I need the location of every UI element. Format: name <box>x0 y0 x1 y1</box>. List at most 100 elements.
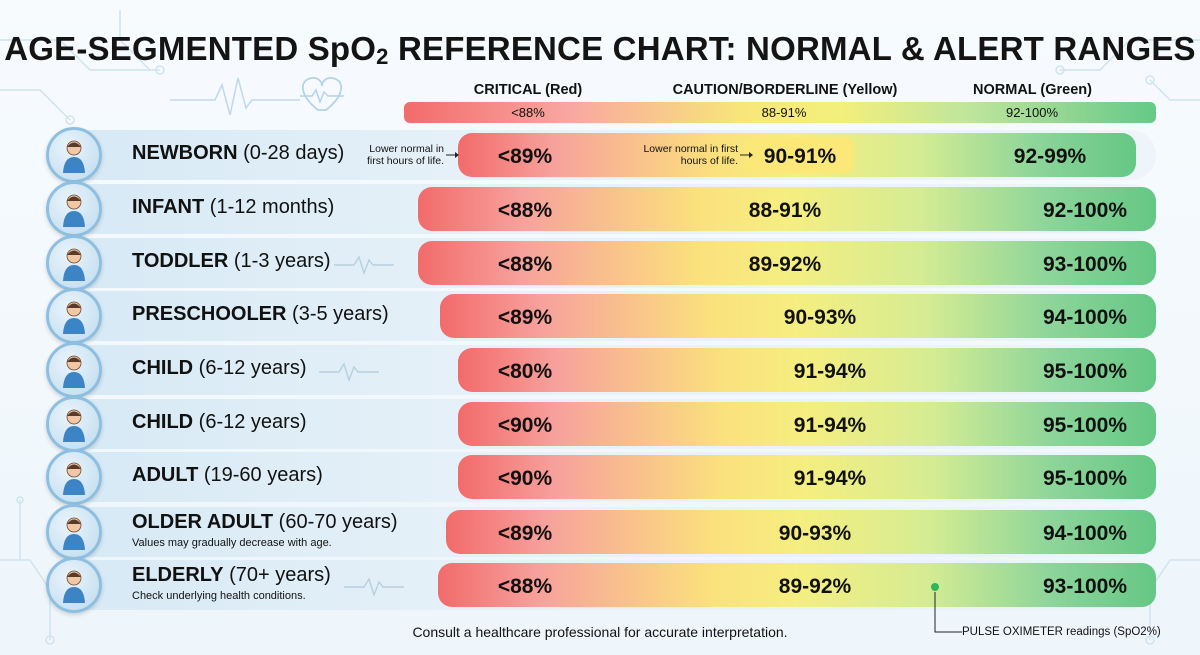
normal-value: 93-100% <box>1042 253 1128 276</box>
spo2-range-bar <box>458 348 1156 392</box>
age-group-note: Values may gradually decrease with age. <box>132 537 332 549</box>
age-group-label: ADULT (19-60 years) <box>132 464 323 487</box>
callout-arrow-icon <box>446 152 459 158</box>
toddler-walking-icon <box>46 235 102 291</box>
legend-normal-label: NORMAL (Green) <box>973 82 1092 98</box>
age-group-label: TODDLER (1-3 years) <box>132 250 331 273</box>
age-group-label: CHILD (6-12 years) <box>132 357 306 380</box>
page-title: AGE-SEGMENTED SpO2 REFERENCE CHART: NORM… <box>4 30 1196 69</box>
caution-value: 91-94% <box>793 467 867 490</box>
ekg-line-icon <box>344 577 404 598</box>
legend-critical-range: <88% <box>511 105 545 120</box>
age-group-name: ELDERLY <box>132 564 224 586</box>
caution-value: 89-92% <box>778 575 852 598</box>
age-row: OLDER ADULT (60-70 years) Values may grad… <box>46 504 1156 560</box>
callout-arrow-icon <box>740 152 753 158</box>
legend-normal-range: 92-100% <box>1005 105 1059 120</box>
critical-value: <88% <box>497 575 553 598</box>
newborn-critical-callout: Lower normal in first hours of life. <box>366 143 444 167</box>
ekg-line-icon <box>334 255 394 276</box>
age-row: ADULT (19-60 years) <90% 91-94% 95-100% <box>46 449 1156 505</box>
age-group-range: (3-5 years) <box>292 303 389 325</box>
age-row: NEWBORN (0-28 days) <89% 90-91% 92-99% <box>46 127 1156 183</box>
age-group-name: INFANT <box>132 196 205 218</box>
age-group-range: (1-12 months) <box>209 196 335 218</box>
spo2-range-bar <box>440 294 1156 338</box>
caution-value: 88-91% <box>748 199 822 222</box>
critical-value: <89% <box>497 306 553 329</box>
normal-value: 95-100% <box>1042 360 1128 383</box>
adult-briefcase-icon <box>46 449 102 505</box>
infant-rattle-icon <box>46 181 102 237</box>
age-row: ELDERLY (70+ years) Check underlying heal… <box>46 557 1156 613</box>
newborn-caution-callout: Lower normal in first hours of life. <box>643 143 738 167</box>
legend-gradient-bar <box>404 102 1156 123</box>
age-group-name: CHILD <box>132 357 194 379</box>
age-group-range: (6-12 years) <box>198 411 307 433</box>
age-group-range: (6-12 years) <box>198 357 307 379</box>
child-girl-icon <box>46 396 102 452</box>
critical-value: <88% <box>497 253 553 276</box>
normal-value: 94-100% <box>1042 522 1128 545</box>
spo2-range-bar <box>438 563 1156 607</box>
spo2-range-bar <box>458 455 1156 499</box>
caution-value: 91-94% <box>793 414 867 437</box>
age-group-note: Check underlying health conditions. <box>132 590 306 602</box>
normal-value: 94-100% <box>1042 306 1128 329</box>
critical-value: <89% <box>497 145 553 168</box>
child-girl-icon <box>46 342 102 398</box>
preschooler-blocks-icon <box>46 288 102 344</box>
normal-value: 92-99% <box>1013 145 1087 168</box>
age-row: CHILD (6-12 years) <80% 91-94% 95-100% <box>46 342 1156 398</box>
elderly-cane-icon <box>46 557 102 613</box>
age-group-label: NEWBORN (0-28 days) <box>132 142 344 165</box>
older-adult-walking-icon <box>46 504 102 560</box>
age-group-range: (1-3 years) <box>233 250 331 272</box>
age-group-name: PRESCHOOLER <box>132 303 287 325</box>
caution-value: 90-93% <box>778 522 852 545</box>
spo2-range-bar <box>458 402 1156 446</box>
normal-value: 95-100% <box>1042 467 1128 490</box>
caution-value: 91-94% <box>793 360 867 383</box>
critical-value: <90% <box>497 414 553 437</box>
age-row: PRESCHOOLER (3-5 years) <89% 90-93% 94-100% <box>46 288 1156 344</box>
age-row: CHILD (6-12 years) <90% 91-94% 95-100% <box>46 396 1156 452</box>
spo2-range-bar <box>418 187 1156 231</box>
caution-value: 90-93% <box>783 306 857 329</box>
age-group-range: (0-28 days) <box>243 142 345 164</box>
normal-value: 95-100% <box>1042 414 1128 437</box>
baby-swaddled-icon <box>46 127 102 183</box>
age-row: TODDLER (1-3 years) <88% 89-92% 93-100% <box>46 235 1156 291</box>
legend-caution-label: CAUTION/BORDERLINE (Yellow) <box>672 82 898 98</box>
age-group-name: ADULT <box>132 464 199 486</box>
age-group-range: (60-70 years) <box>278 511 398 533</box>
age-group-label: INFANT (1-12 months) <box>132 196 334 219</box>
legend-caution-range: 88-91% <box>761 105 807 120</box>
critical-value: <90% <box>497 467 553 490</box>
age-group-range: (19-60 years) <box>203 464 323 486</box>
age-group-label: CHILD (6-12 years) <box>132 411 306 434</box>
age-group-name: CHILD <box>132 411 194 433</box>
age-row: INFANT (1-12 months) <88% 88-91% 92-100% <box>46 181 1156 237</box>
age-group-name: NEWBORN <box>132 142 238 164</box>
normal-value: 93-100% <box>1042 575 1128 598</box>
spo2-range-bar <box>446 510 1156 554</box>
footer-disclaimer: Consult a healthcare professional for ac… <box>412 624 788 640</box>
age-group-label: PRESCHOOLER (3-5 years) <box>132 303 389 326</box>
normal-value: 92-100% <box>1042 199 1128 222</box>
age-group-name: TODDLER <box>132 250 229 272</box>
caution-value: 90-91% <box>763 145 837 168</box>
age-group-range: (70+ years) <box>229 564 331 586</box>
ekg-line-icon <box>319 362 379 383</box>
pulse-note-pointer <box>931 583 962 633</box>
age-group-label: ELDERLY (70+ years) <box>132 564 331 587</box>
age-group-name: OLDER ADULT <box>132 511 274 533</box>
spo2-range-bar <box>418 241 1156 285</box>
pulse-oximeter-note: PULSE OXIMETER readings (SpO2%) <box>962 626 1161 638</box>
age-group-label: OLDER ADULT (60-70 years) <box>132 511 398 534</box>
critical-value: <88% <box>497 199 553 222</box>
legend-critical-label: CRITICAL (Red) <box>473 82 583 98</box>
critical-value: <80% <box>497 360 553 383</box>
critical-value: <89% <box>497 522 553 545</box>
caution-value: 89-92% <box>748 253 822 276</box>
